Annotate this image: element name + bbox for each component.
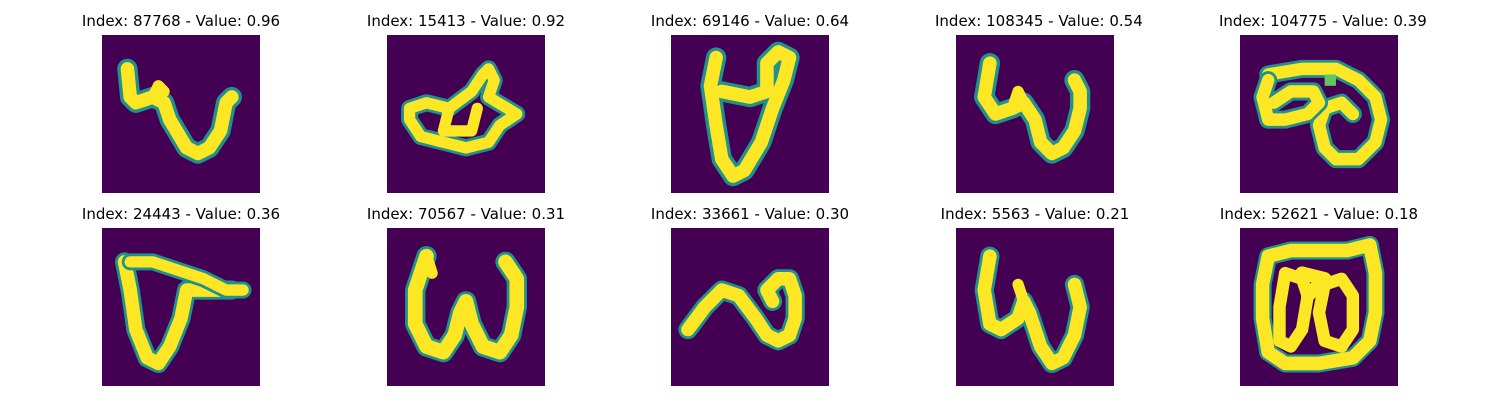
digit-glyph <box>405 246 527 363</box>
digit-glyph <box>117 58 242 164</box>
panel-title: Index: 5563 - Value: 0.21 <box>940 205 1130 223</box>
panel-title: Index: 69146 - Value: 0.64 <box>650 12 850 30</box>
panel-title: Index: 70567 - Value: 0.31 <box>366 205 566 223</box>
digit-image <box>102 35 260 193</box>
panel-title: Index: 52621 - Value: 0.18 <box>1219 205 1419 223</box>
digit-glyph <box>114 252 252 374</box>
digit-image <box>671 35 829 193</box>
panel-title: Index: 104775 - Value: 0.39 <box>1219 12 1427 30</box>
digit-image <box>956 35 1114 193</box>
digit-glyph <box>1253 235 1385 373</box>
digit-glyph <box>678 269 805 351</box>
digit-glyph <box>401 60 526 157</box>
panel-title: Index: 108345 - Value: 0.54 <box>935 12 1143 30</box>
digit-image <box>956 228 1114 386</box>
digit-glyph <box>700 41 800 187</box>
panel-title: Index: 33661 - Value: 0.30 <box>650 205 850 223</box>
panel-title: Index: 15413 - Value: 0.92 <box>366 12 566 30</box>
digit-image <box>387 228 545 386</box>
digit-glyph <box>974 53 1091 164</box>
panel-title: Index: 24443 - Value: 0.36 <box>81 205 281 223</box>
digit-image <box>102 228 260 386</box>
panel-title: Index: 87768 - Value: 0.96 <box>81 12 281 30</box>
digit-image <box>387 35 545 193</box>
digit-glyph <box>1253 59 1391 169</box>
digit-image <box>1240 35 1398 193</box>
digit-glyph <box>974 246 1090 374</box>
digit-image <box>671 228 829 386</box>
digit-image <box>1240 228 1398 386</box>
